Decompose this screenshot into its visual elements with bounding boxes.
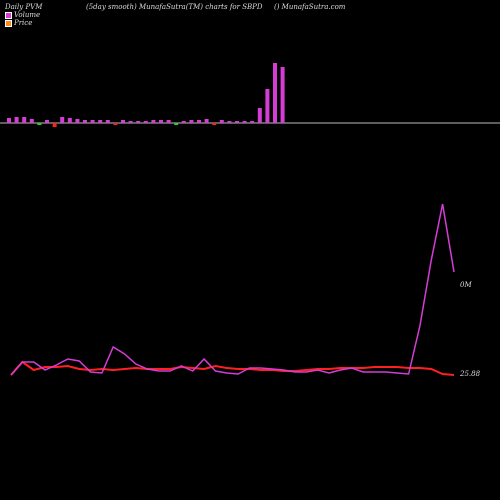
legend-label-price: Price	[14, 19, 33, 27]
legend-item-price: Price	[5, 19, 32, 27]
volume-bar	[67, 118, 72, 123]
legend-swatch-volume	[5, 11, 12, 19]
volume-bar	[128, 121, 133, 123]
volume-bar	[105, 120, 110, 123]
volume-bar	[83, 120, 87, 123]
volume-bar	[29, 119, 34, 123]
volume-bar	[113, 123, 118, 125]
volume-bar	[14, 117, 19, 123]
volume-bar	[7, 118, 11, 123]
legend-swatch-price	[5, 19, 12, 27]
price-axis-label: 25.88	[459, 370, 481, 378]
chart-header-left: Daily PVM	[5, 3, 43, 11]
volume-bar	[159, 120, 163, 123]
volume-bar	[98, 120, 103, 123]
volume-bar	[227, 121, 232, 123]
volume-bar	[280, 67, 285, 123]
volume-axis-label: 0M	[460, 281, 472, 289]
volume-bar	[250, 121, 255, 123]
volume-bar	[45, 120, 49, 123]
volume-bar	[273, 63, 277, 123]
price-series-line	[10, 360, 455, 376]
volume-bar	[60, 117, 65, 123]
volume-bar	[242, 121, 247, 123]
volume-series-line	[10, 203, 455, 376]
volume-bar	[189, 120, 194, 123]
volume-bar	[22, 117, 27, 123]
legend-label-volume: Volume	[14, 11, 41, 19]
volume-bar	[90, 120, 95, 123]
volume-bars	[7, 63, 285, 127]
volume-bar	[265, 89, 270, 123]
volume-bar	[37, 123, 42, 125]
volume-bar	[143, 121, 148, 123]
volume-bar	[197, 120, 201, 123]
volume-bar	[212, 123, 217, 125]
volume-bar	[257, 108, 262, 123]
volume-bar	[121, 120, 125, 123]
volume-bar	[235, 121, 239, 123]
volume-bar	[52, 123, 57, 127]
volume-bar	[174, 123, 179, 125]
volume-bar	[151, 120, 156, 123]
volume-bar	[204, 119, 209, 123]
chart-header-title: (5day smooth) MunafaSutra(TM) charts for…	[86, 3, 263, 11]
volume-bar	[75, 119, 80, 123]
volume-bar	[136, 121, 141, 123]
chart-header-source: () MunafaSutra.com	[274, 3, 346, 11]
volume-bar	[166, 120, 171, 123]
volume-bar	[181, 121, 186, 123]
legend-item-volume: Volume	[5, 11, 40, 19]
volume-bar	[219, 120, 224, 123]
